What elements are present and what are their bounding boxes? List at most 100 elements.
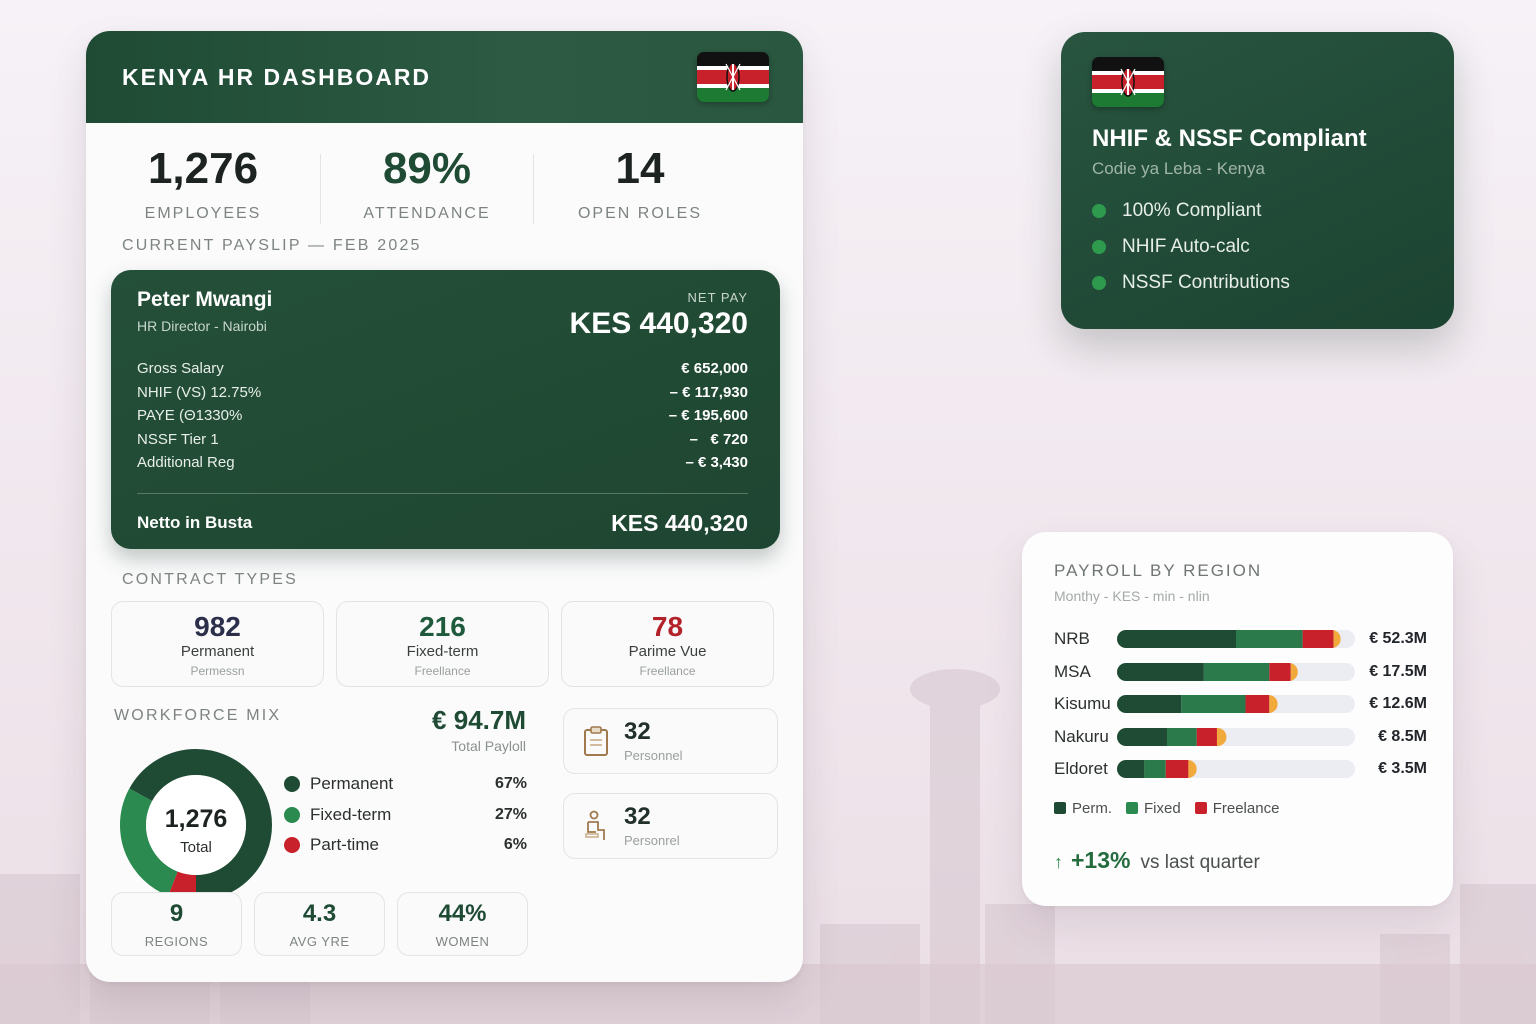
region-row[interactable]: NRB € 52.3M <box>1054 623 1427 656</box>
contract-permanent[interactable]: 982 Permanent Permessn <box>111 601 324 687</box>
payslip-line: PAYE (Θ1330% – € 195,600 <box>137 404 748 428</box>
personnel-label: Personnel <box>624 747 683 763</box>
bar-segment-fixed <box>1236 630 1303 649</box>
line-label: Additional Reg <box>137 454 235 472</box>
region-bar <box>1117 727 1355 746</box>
stat-label: AVG YRE <box>289 934 350 949</box>
bar-segment-fixed <box>1166 727 1197 746</box>
status-dot-icon <box>1092 240 1106 254</box>
region-value: € 52.3M <box>1369 630 1427 648</box>
region-name: MSA <box>1054 661 1091 681</box>
donut-segment-fixed-term <box>120 749 272 901</box>
legend-pct: 67% <box>494 775 527 793</box>
payslip-lines: Gross Salary € 652,000 NHIF (VS) 12.75% – … <box>137 357 748 475</box>
compliance-item-label: NSSF Contributions <box>1122 272 1290 293</box>
personnel-label: Personrel <box>624 832 680 848</box>
bar-segment-freelance <box>1165 760 1189 779</box>
legend-item-permanent: Permanent 67% <box>284 769 527 800</box>
bar-segment-perm <box>1117 662 1204 681</box>
personnel-stat-card[interactable]: 32 Personnel <box>563 708 778 774</box>
legend-name: Part-time <box>310 835 379 855</box>
bar-segment-other <box>1216 727 1227 746</box>
legend-swatch <box>1126 802 1139 814</box>
contract-sub: Freellance <box>414 664 471 679</box>
workforce-legend: Permanent 67% Fixed-term 27% Part-time 6… <box>284 769 527 861</box>
bar-segment-perm <box>1117 630 1236 649</box>
payslip-line: Gross Salary € 652,000 <box>137 357 748 381</box>
legend-swatch <box>1194 802 1207 814</box>
legend-pct: 6% <box>503 836 527 854</box>
bar-segment-other <box>1290 662 1298 681</box>
region-value: € 8.5M <box>1378 727 1427 745</box>
compliance-subtitle: Codie ya Leba - Kenya <box>1092 159 1265 178</box>
line-label: PAYE (Θ1330% <box>137 407 243 425</box>
personnel-stats: 32 Personnel 32 Personrel <box>563 708 778 878</box>
donut-hole <box>146 775 246 875</box>
region-row[interactable]: Nakuru € 8.5M <box>1054 721 1427 754</box>
stat-women: 44% WOMEN <box>397 892 528 956</box>
legend-dot <box>284 806 300 823</box>
contract-sub: Permessn <box>190 664 245 679</box>
legend-item-freelance: Freelance <box>1194 800 1279 817</box>
legend-label: Perm. <box>1072 799 1113 817</box>
line-value: € 652,000 <box>681 360 748 378</box>
total-payroll: € 94.7M Total Payloll <box>416 705 526 754</box>
bar-segment-perm <box>1117 760 1145 779</box>
employee-name: Peter Mwangi <box>137 288 273 311</box>
kpi-label: OPEN ROLES <box>577 205 703 222</box>
bar-segment-freelance <box>1196 727 1217 746</box>
legend-name: Fixed-term <box>310 804 392 824</box>
bar-segment-fixed <box>1203 662 1270 681</box>
net-pay-value: KES 440,320 <box>569 307 748 340</box>
kpi-divider <box>320 154 321 224</box>
line-label: Gross Salary <box>137 360 224 378</box>
payroll-by-region-card: PAYROLL BY REGION Monthy - KES - min - n… <box>1022 532 1453 906</box>
region-row[interactable]: Kisumu € 12.6M <box>1054 688 1427 721</box>
region-value: € 3.5M <box>1378 760 1427 778</box>
dashboard-header: KENYA HR DASHBOARD <box>86 31 803 123</box>
kpi-label: EMPLOYEES <box>144 205 262 222</box>
legend-dot <box>284 776 300 793</box>
payslip-line: NHIF (VS) 12.75% – € 117,930 <box>137 381 748 405</box>
total-label: Netto in Busta <box>137 513 253 532</box>
payslip-line: Additional Reg – € 3,430 <box>137 451 748 475</box>
contract-name: Fixed-term <box>406 643 479 661</box>
personnel-stat-card[interactable]: 32 Personrel <box>563 793 778 859</box>
donut-total-label: Total <box>180 839 212 856</box>
donut-segment-part-time <box>120 749 272 901</box>
compliance-title: NHIF & NSSF Compliant <box>1092 125 1367 152</box>
stat-value: 4.3 <box>302 900 337 927</box>
contract-part-time[interactable]: 78 Parime Vue Freellance <box>561 601 774 687</box>
region-name: Eldoret <box>1054 759 1108 779</box>
region-value: € 17.5M <box>1369 662 1427 680</box>
payslip-total: Netto in Busta KES 440,320 <box>137 510 748 537</box>
hr-dashboard-card: KENYA HR DASHBOARD 1,276 EMPLOYEES 89% A… <box>86 31 803 982</box>
region-rows: NRB € 52.3M MSA € 17.5M Kisumu € 12.6M N… <box>1054 623 1427 786</box>
region-row[interactable]: Eldoret € 3.5M <box>1054 753 1427 786</box>
contract-fixed-term[interactable]: 216 Fixed-term Freellance <box>336 601 549 687</box>
bar-segment-fixed <box>1181 695 1246 714</box>
compliance-item: 100% Compliant <box>1092 193 1454 229</box>
line-value: – € 195,600 <box>668 407 748 425</box>
kpi-value: 1,276 <box>147 144 259 193</box>
net-pay-label: NET PAY <box>687 290 748 305</box>
kpi-row: 1,276 EMPLOYEES 89% ATTENDANCE 14 OPEN R… <box>86 123 803 235</box>
legend-item-part-time: Part-time 6% <box>284 830 527 861</box>
contract-count: 982 <box>194 611 241 642</box>
region-row[interactable]: MSA € 17.5M <box>1054 656 1427 689</box>
bar-segment-freelance <box>1245 695 1270 714</box>
region-subtitle: Monthy - KES - min - nlin <box>1054 588 1210 604</box>
region-bar <box>1117 695 1355 714</box>
line-label: NSSF Tier 1 <box>137 430 219 448</box>
person-desk-icon <box>585 810 605 840</box>
compliance-card: NHIF & NSSF Compliant Codie ya Leba - Ke… <box>1061 32 1454 329</box>
kpi-open-roles: 14 OPEN ROLES <box>534 135 746 235</box>
payslip-card[interactable]: Peter Mwangi HR Director - Nairobi NET P… <box>111 270 780 549</box>
growth-indicator: ↑ +13% vs last quarter <box>1054 847 1427 874</box>
region-name: NRB <box>1054 629 1090 649</box>
legend-item-perm: Perm. <box>1054 800 1112 817</box>
payslip-divider <box>137 492 748 494</box>
payslip-section-label: CURRENT PAYSLIP — FEB 2025 <box>122 237 422 254</box>
region-value: € 12.6M <box>1369 695 1427 713</box>
dashboard-title: KENYA HR DASHBOARD <box>122 63 432 90</box>
